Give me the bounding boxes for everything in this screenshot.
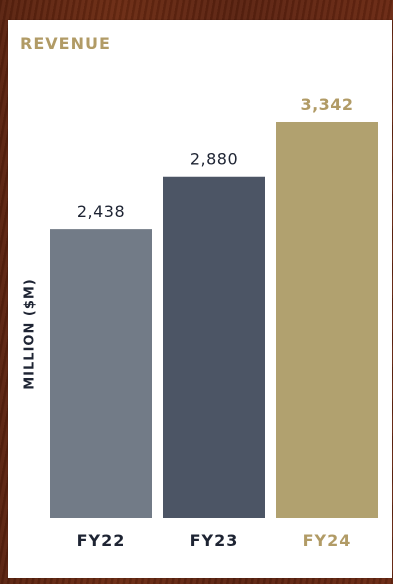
chart-title: REVENUE: [20, 34, 111, 53]
category-label-fy24: FY24: [303, 531, 352, 550]
value-label-fy22: 2,438: [77, 202, 125, 221]
value-label-fy23: 2,880: [190, 150, 238, 169]
chart-card: REVENUE MILLION ($M) 2,438 FY22 2,880 FY23 3…: [8, 20, 392, 578]
bar-fy24: [276, 122, 378, 518]
bar-chart-plot: 2,438 FY22 2,880 FY23 3,342 FY24: [50, 95, 378, 550]
value-label-fy24: 3,342: [300, 95, 353, 114]
category-label-fy22: FY22: [77, 531, 126, 550]
bar-fy23: [163, 176, 265, 518]
category-label-fy23: FY23: [190, 531, 239, 550]
bar-fy22: [50, 229, 152, 518]
